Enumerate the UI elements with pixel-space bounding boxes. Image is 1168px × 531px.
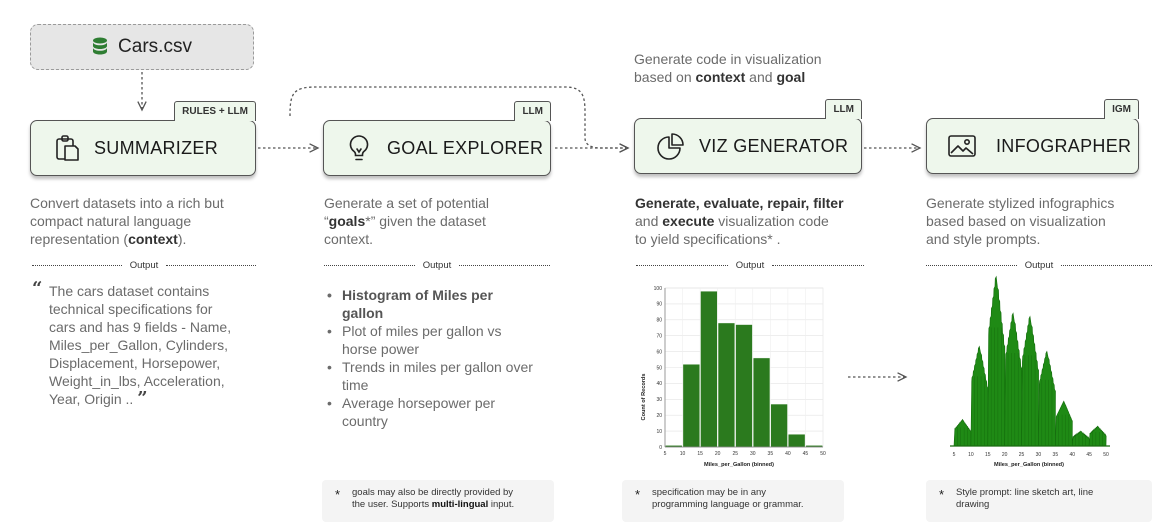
dataset-label: Cars.csv [118, 36, 192, 57]
summarizer-card: RULES + LLM SUMMARIZER [30, 101, 256, 176]
histogram-bar [770, 403, 788, 448]
viz-generator-title: VIZ GENERATOR [699, 136, 849, 156]
histogram-y-tick: 50 [656, 365, 662, 371]
infographic-x-tick: 25 [1019, 452, 1025, 458]
histogram-y-tick: 0 [659, 445, 662, 451]
infographer-tag: IGM [1104, 99, 1139, 119]
infographic-bar [953, 418, 972, 447]
summarizer-description: Convert datasets into a rich but compact… [30, 195, 224, 247]
histogram-x-tick: 50 [820, 451, 826, 457]
infographic-bar [970, 345, 989, 447]
asterisk-icon: * [635, 487, 641, 502]
histogram-x-tick: 30 [750, 451, 756, 457]
histogram-x-tick: 25 [732, 451, 738, 457]
open-quote-icon: “ [32, 278, 43, 299]
infographer-title: INFOGRAPHER [996, 136, 1132, 156]
goal-explorer-tag: LLM [514, 101, 551, 121]
infographic-x-tick: 20 [1002, 452, 1008, 458]
infographic-x-tick: 40 [1069, 452, 1075, 458]
goal-explorer-card: LLM GOAL EXPLORER [323, 101, 551, 176]
viz-generator-output-divider: Output [636, 259, 864, 271]
infographic-x-tick: 15 [985, 452, 991, 458]
summarizer-title: SUMMARIZER [94, 138, 218, 158]
summary-quote: “ The cars dataset contains technical sp… [32, 278, 232, 409]
infographer-card: IGM INFOGRAPHER [926, 99, 1139, 174]
goal-explorer-title: GOAL EXPLORER [387, 138, 544, 158]
infographer-output-divider: Output [926, 259, 1152, 271]
infographic-bar [1021, 315, 1039, 447]
infographic-x-tick: 5 [953, 452, 956, 458]
histogram-bar [788, 434, 806, 448]
histogram-y-tick: 10 [656, 429, 662, 435]
infographic-x-tick: 30 [1036, 452, 1042, 458]
histogram-x-tick: 45 [803, 451, 809, 457]
database-icon [93, 37, 108, 55]
goal-explorer-output-divider: Output [324, 259, 550, 271]
histogram-y-tick: 90 [656, 302, 662, 308]
infographer-note: * Style prompt: line sketch art, line dr… [926, 480, 1152, 522]
pie-chart-icon [657, 133, 684, 160]
summarizer-tag: RULES + LLM [174, 101, 256, 121]
arrow-summary-bypass [289, 86, 628, 148]
infographic-bar [1004, 312, 1023, 447]
histogram-bar [752, 357, 771, 448]
histogram-bar [682, 364, 700, 448]
histogram-bar [735, 324, 753, 448]
asterisk-icon: * [335, 487, 341, 502]
viz-generator-tag: LLM [825, 99, 862, 119]
infographic-bar [1071, 430, 1090, 447]
infographic-bar [1038, 350, 1056, 447]
histogram-bar [717, 322, 736, 448]
dataset-node: Cars.csv [30, 24, 254, 70]
goal-item: Plot of miles per gallon vs horse power [325, 322, 535, 358]
summarizer-output-divider: Output [32, 259, 256, 271]
histogram-y-tick: 30 [656, 397, 662, 403]
infographer-description: Generate stylized infographics based bas… [926, 195, 1115, 247]
infographic-x-tick: 35 [1053, 452, 1059, 458]
histogram-y-tick: 100 [654, 286, 663, 292]
goal-item: Average horsepower per country [325, 394, 535, 430]
goal-explorer-description: Generate a set of potential “goals*” giv… [324, 195, 489, 247]
image-icon [948, 135, 976, 157]
viz-generator-card: LLM VIZ GENERATOR [634, 99, 862, 174]
histogram-bar [700, 290, 718, 448]
infographic-bar [987, 275, 1006, 447]
infographic-x-tick: 45 [1086, 452, 1092, 458]
close-quote-icon: ” [137, 388, 148, 409]
histogram-y-axis-label: Count of Records [641, 374, 647, 421]
asterisk-icon: * [939, 487, 945, 502]
histogram-x-tick: 10 [680, 451, 686, 457]
goal-item: Trends in miles per gallon over time [325, 358, 535, 394]
histogram-y-tick: 60 [656, 349, 662, 355]
infographic-x-tick: 10 [968, 452, 974, 458]
histogram-x-tick: 40 [785, 451, 791, 457]
histogram-x-axis-label: Miles_per_Gallon (binned) [704, 462, 774, 468]
histogram-x-tick: 20 [715, 451, 721, 457]
histogram-chart: 0 10 20 30 40 50 60 70 80 90 100 5 10 15 20 25 30 35 40 45 5… [641, 286, 826, 468]
histogram-y-tick: 20 [656, 413, 662, 419]
viz-generator-description: Generate, evaluate, repair, filter and e… [635, 195, 844, 247]
infographic-bar [1055, 400, 1073, 447]
clipboard-icon [56, 135, 79, 161]
histogram-x-tick: 35 [768, 451, 774, 457]
goal-note: * goals may also be directly provided by… [322, 480, 554, 522]
infographic-x-axis-label: Miles_per_Gallon (binned) [994, 462, 1064, 468]
histogram-y-tick: 40 [656, 381, 662, 387]
goal-list: Histogram of Miles per gallon Plot of mi… [325, 286, 535, 430]
histogram-x-tick: 5 [664, 451, 667, 457]
infographic-bar [1088, 425, 1107, 447]
lightbulb-icon [349, 135, 369, 161]
infographic-chart: 5 10 15 20 25 30 35 40 45 50 Miles_per_Gallon (bi… [950, 275, 1110, 468]
infographic-x-tick: 50 [1103, 452, 1109, 458]
histogram-y-tick: 70 [656, 334, 662, 340]
histogram-y-tick: 80 [656, 318, 662, 324]
viz-note: * specification may be in any programmin… [622, 480, 844, 522]
viz-caption: Generate code in visualization based on … [634, 51, 822, 85]
histogram-x-tick: 15 [697, 451, 703, 457]
goal-item: Histogram of Miles per gallon [325, 286, 535, 322]
